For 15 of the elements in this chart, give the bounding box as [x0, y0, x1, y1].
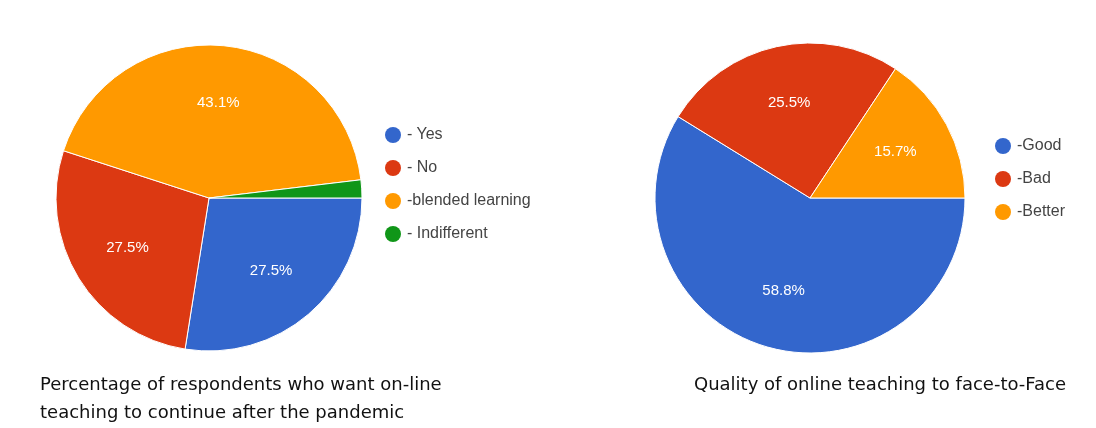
data-label: 27.5%	[249, 260, 293, 278]
legend-label: - No	[407, 158, 438, 176]
data-label: 25.5%	[767, 93, 811, 111]
data-label: 27.5%	[106, 237, 149, 255]
legend-label: -Bad	[1017, 169, 1051, 187]
legend-label: - Indifferent	[407, 224, 489, 242]
legend-label: -Good	[1017, 136, 1062, 154]
legend-label: - Yes	[407, 125, 443, 143]
legend-label: -Better	[1017, 202, 1066, 220]
data-label: 15.7%	[874, 142, 917, 160]
data-label: 58.8%	[762, 281, 805, 299]
data-label: 43.1%	[197, 92, 240, 110]
text: Quality of online teaching to face-to-Face	[694, 373, 1066, 394]
legend-label: -blended learning	[407, 191, 531, 209]
text: Percentage of respondents who want on-line teaching to continue after the pandemic	[40, 373, 442, 422]
